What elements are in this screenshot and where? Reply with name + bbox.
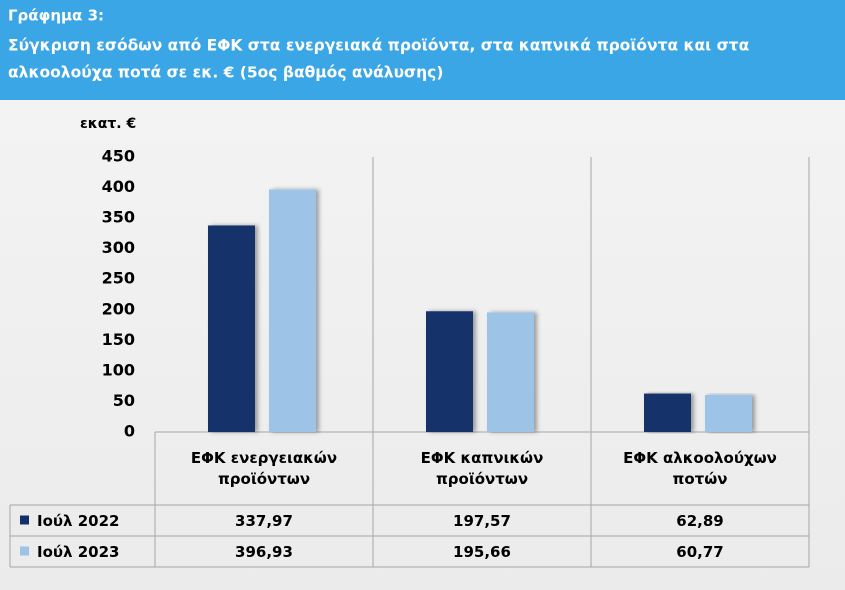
bar xyxy=(487,312,534,432)
chart-title: Γράφημα 3: xyxy=(8,7,104,25)
legend-swatch xyxy=(20,515,29,525)
y-tick-label: 450 xyxy=(102,147,135,166)
y-tick-label: 150 xyxy=(102,330,135,349)
x-tick-label: ΕΦΚ καπνικών προϊόντων xyxy=(420,448,544,488)
bar xyxy=(426,311,473,432)
y-tick-label: 250 xyxy=(102,269,135,288)
y-tick-label: 400 xyxy=(102,177,135,196)
x-tick-label: ΕΦΚ ενεργειακών προϊόντων xyxy=(190,448,338,488)
table-value: 195,66 xyxy=(453,543,511,561)
table-value: 62,89 xyxy=(676,512,723,530)
bar xyxy=(705,394,752,432)
y-tick-label: 100 xyxy=(102,360,135,379)
legend-swatch xyxy=(20,546,29,556)
y-tick-label: 300 xyxy=(102,238,135,257)
chart-subtitle: αλκοολούχα ποτά σε εκ. € (5ος βαθμός ανά… xyxy=(8,64,443,82)
y-tick-label: 50 xyxy=(113,391,135,410)
chart-subtitle: Σύγκριση εσόδων από ΕΦΚ στα ενεργειακά π… xyxy=(8,37,749,55)
legend-label: Ιούλ 2023 xyxy=(37,543,119,561)
legend-label: Ιούλ 2022 xyxy=(37,512,119,530)
y-tick-label: 350 xyxy=(102,208,135,227)
bar xyxy=(269,189,316,432)
header-band xyxy=(0,0,845,100)
y-tick-label: 200 xyxy=(102,299,135,318)
bar xyxy=(208,225,255,432)
table-value: 197,57 xyxy=(453,512,511,530)
x-tick-label: ΕΦΚ αλκοολούχων ποτών xyxy=(623,448,777,488)
table-value: 337,97 xyxy=(235,512,293,530)
y-axis-label: εκατ. € xyxy=(80,116,136,132)
bar xyxy=(644,393,691,432)
table-value: 60,77 xyxy=(676,543,723,561)
y-tick-label: 0 xyxy=(124,422,135,441)
table-value: 396,93 xyxy=(235,543,293,561)
